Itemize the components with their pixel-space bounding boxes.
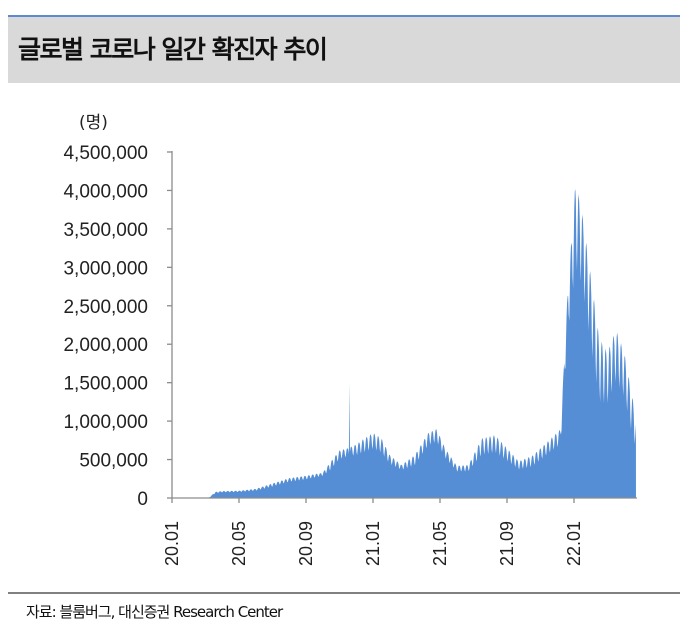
source-note: 자료: 블룸버그, 대신증권 Research Center <box>26 603 283 621</box>
title-bar <box>8 17 680 83</box>
y-tick-label: 2,000,000 <box>63 335 148 356</box>
y-tick-label: 4,500,000 <box>63 143 148 164</box>
x-tick-label: 20.05 <box>229 521 249 566</box>
footer-rule <box>8 592 680 594</box>
daily-cases-area <box>172 189 636 498</box>
axes: 0 500,000 1,000,000 1,500,000 2,000,000 2,500… <box>63 143 637 566</box>
page-title: 글로벌 코로나 일간 확진자 추이 <box>18 35 328 64</box>
y-axis-unit-label: (명) <box>79 113 108 133</box>
y-tick-label: 2,500,000 <box>63 297 148 318</box>
x-tick-label: 21.05 <box>430 521 450 566</box>
x-tick-label: 21.01 <box>363 521 383 566</box>
x-tick-label: 22.01 <box>564 521 584 566</box>
area-series <box>172 189 636 498</box>
title-top-rule <box>8 15 680 17</box>
y-tick-label: 3,000,000 <box>63 258 148 279</box>
x-tick-label: 20.01 <box>162 521 182 566</box>
y-tick-label: 3,500,000 <box>63 220 148 241</box>
y-tick-label: 4,000,000 <box>63 181 148 202</box>
y-tick-label: 0 <box>137 489 148 510</box>
y-tick-label: 1,500,000 <box>63 374 148 395</box>
x-tick-label: 21.09 <box>497 521 517 566</box>
y-tick-label: 1,000,000 <box>63 412 148 433</box>
x-tick-label: 20.09 <box>296 521 316 566</box>
y-tick-label: 500,000 <box>79 451 148 472</box>
